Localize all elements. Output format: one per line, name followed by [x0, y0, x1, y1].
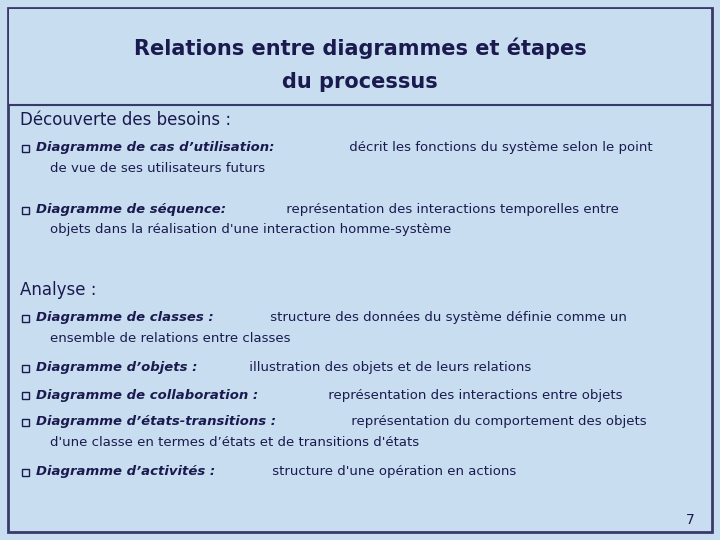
Bar: [22, 145, 29, 152]
Text: ensemble de relations entre classes: ensemble de relations entre classes: [50, 332, 290, 345]
Bar: [22, 469, 29, 476]
Text: Diagramme d’objets :: Diagramme d’objets :: [36, 361, 197, 375]
Text: structure d'une opération en actions: structure d'une opération en actions: [268, 465, 516, 478]
Text: Diagramme de classes :: Diagramme de classes :: [36, 312, 214, 325]
Text: Diagramme de collaboration :: Diagramme de collaboration :: [36, 388, 258, 402]
Text: illustration des objets et de leurs relations: illustration des objets et de leurs rela…: [246, 361, 531, 375]
Text: 7: 7: [686, 513, 695, 527]
Bar: [22, 364, 29, 372]
Text: Relations entre diagrammes et étapes: Relations entre diagrammes et étapes: [134, 37, 586, 59]
Text: décrit les fonctions du système selon le point: décrit les fonctions du système selon le…: [345, 141, 652, 154]
Text: représentation des interactions temporelles entre: représentation des interactions temporel…: [282, 204, 619, 217]
Bar: [22, 206, 29, 213]
Text: du processus: du processus: [282, 72, 438, 92]
Text: d'une classe en termes d’états et de transitions d'états: d'une classe en termes d’états et de tra…: [50, 435, 419, 449]
Text: de vue de ses utilisateurs futurs: de vue de ses utilisateurs futurs: [50, 161, 265, 174]
Text: représentation des interactions entre objets: représentation des interactions entre ob…: [323, 388, 622, 402]
Bar: [22, 418, 29, 426]
Text: Diagramme de séquence:: Diagramme de séquence:: [36, 204, 226, 217]
Text: Diagramme d’états-transitions :: Diagramme d’états-transitions :: [36, 415, 276, 429]
Text: structure des données du système définie comme un: structure des données du système définie…: [266, 312, 627, 325]
Text: Diagramme d’activités :: Diagramme d’activités :: [36, 465, 215, 478]
Text: objets dans la réalisation d'une interaction homme-système: objets dans la réalisation d'une interac…: [50, 224, 451, 237]
Bar: [22, 392, 29, 399]
Text: représentation du comportement des objets: représentation du comportement des objet…: [346, 415, 647, 429]
Text: Découverte des besoins :: Découverte des besoins :: [20, 111, 231, 129]
Bar: [22, 314, 29, 321]
Bar: [9, 9, 711, 105]
Text: Diagramme de cas d’utilisation:: Diagramme de cas d’utilisation:: [36, 141, 274, 154]
Text: Analyse :: Analyse :: [20, 281, 96, 299]
